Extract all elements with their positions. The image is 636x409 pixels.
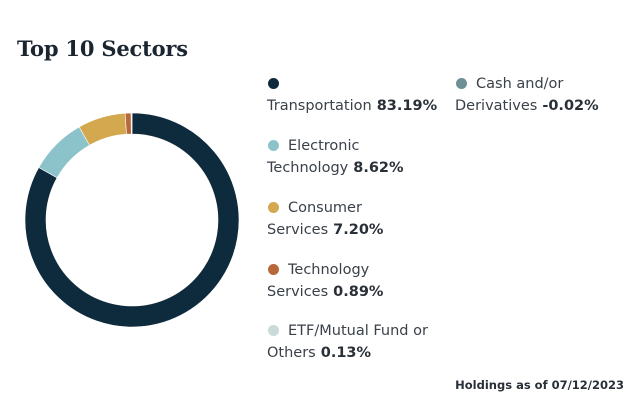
legend-value: 83.19% bbox=[376, 98, 438, 114]
legend-label-line2: Others bbox=[267, 345, 316, 361]
legend-label-line1: Electronic bbox=[288, 138, 360, 154]
legend-label-line2: Technology bbox=[267, 160, 349, 176]
legend-value: 0.13% bbox=[320, 345, 372, 361]
slice-transportation bbox=[24, 112, 240, 328]
legend-swatch bbox=[268, 324, 279, 336]
legend-label-line1: Cash and/or bbox=[476, 76, 564, 92]
donut-chart bbox=[24, 112, 240, 328]
legend-value: 0.89% bbox=[333, 284, 384, 300]
legend-item-cash-derivatives: Cash and/or Derivatives -0.02% bbox=[455, 73, 599, 117]
legend-item-technology-services: Technology Services 0.89% bbox=[267, 259, 383, 303]
legend-value: 7.20% bbox=[333, 222, 384, 238]
legend-label-line2: Derivatives bbox=[455, 98, 538, 114]
legend-item-etf-mutual-fund: ETF/Mutual Fund or Others 0.13% bbox=[267, 320, 428, 364]
legend-label-line1: Consumer bbox=[288, 200, 362, 216]
legend-swatch bbox=[268, 77, 279, 89]
slice-etf-mutual-fund-or-others bbox=[130, 112, 133, 135]
legend-label-line2: Transportation bbox=[267, 98, 372, 114]
legend-label-line1: ETF/Mutual Fund or bbox=[288, 323, 428, 339]
legend-swatch bbox=[268, 263, 279, 275]
chart-title: Top 10 Sectors bbox=[17, 36, 188, 61]
legend-label-line2: Services bbox=[267, 284, 329, 300]
legend-value: 8.62% bbox=[353, 160, 404, 176]
holdings-date: Holdings as of 07/12/2023 bbox=[455, 378, 624, 392]
legend-swatch bbox=[268, 139, 279, 151]
legend-item-electronic-technology: Electronic Technology 8.62% bbox=[267, 135, 404, 179]
legend-item-consumer-services: Consumer Services 7.20% bbox=[267, 197, 383, 241]
slice-technology-services bbox=[124, 112, 132, 135]
legend-swatch bbox=[268, 201, 279, 213]
legend-item-transportation: Transportation 83.19% bbox=[267, 73, 437, 117]
slice-electronic-technology bbox=[38, 126, 90, 179]
legend-value: -0.02% bbox=[542, 98, 599, 114]
legend-swatch bbox=[456, 77, 467, 89]
legend-label-line1: Technology bbox=[288, 262, 370, 278]
legend-label-line2: Services bbox=[267, 222, 329, 238]
